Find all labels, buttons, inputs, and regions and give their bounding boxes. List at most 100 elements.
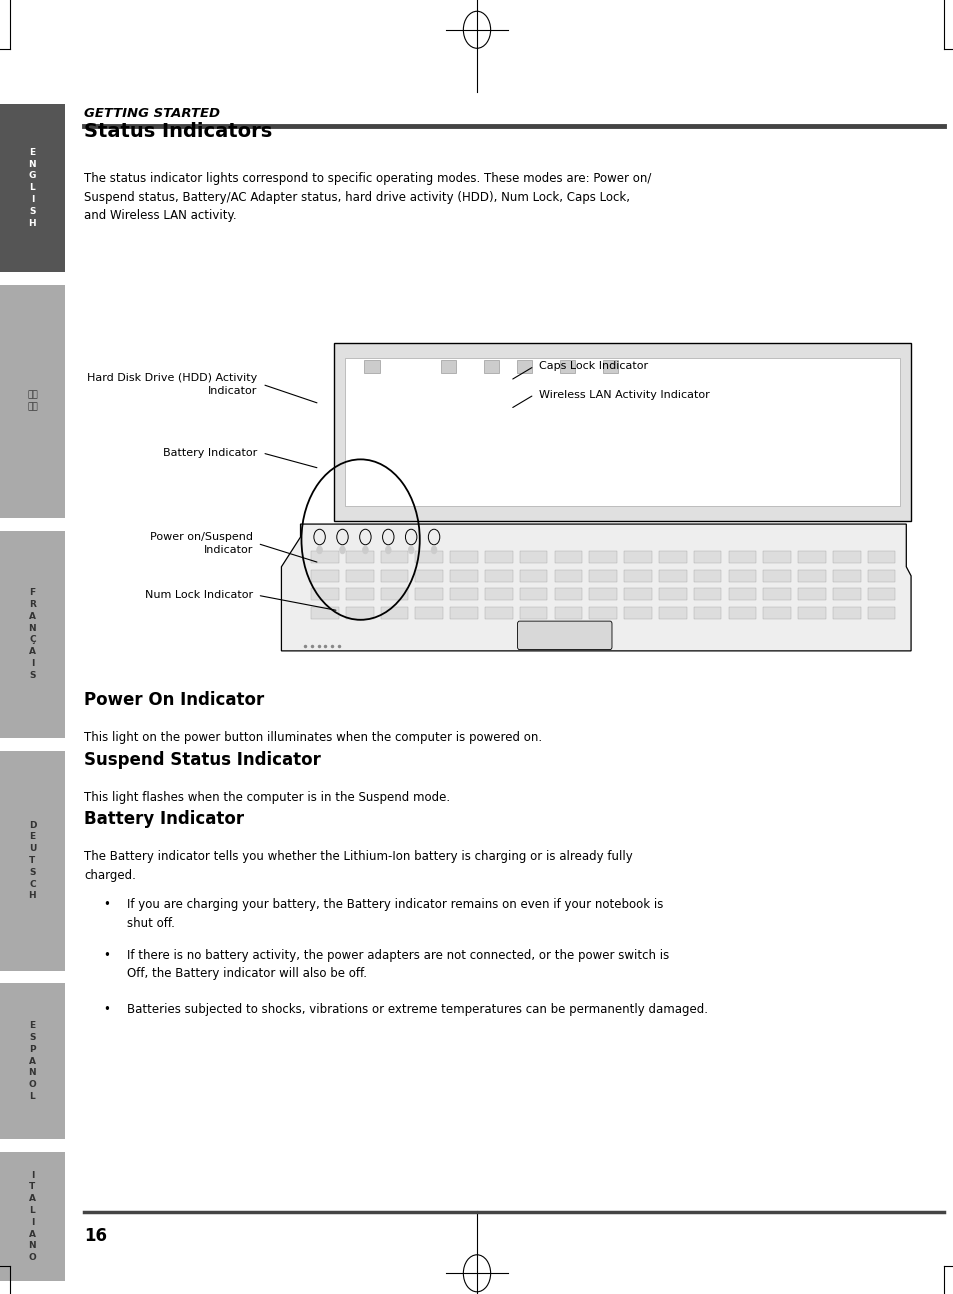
FancyBboxPatch shape	[589, 551, 617, 563]
Text: 16: 16	[84, 1227, 107, 1245]
Circle shape	[339, 546, 345, 554]
Text: The Battery indicator tells you whether the Lithium-Ion battery is charging or i: The Battery indicator tells you whether …	[84, 850, 632, 881]
FancyBboxPatch shape	[867, 569, 895, 582]
Circle shape	[316, 546, 322, 554]
FancyBboxPatch shape	[484, 569, 512, 582]
FancyBboxPatch shape	[554, 551, 581, 563]
FancyBboxPatch shape	[450, 551, 477, 563]
FancyBboxPatch shape	[554, 589, 581, 600]
FancyBboxPatch shape	[728, 551, 756, 563]
Text: 繁體
中文: 繁體 中文	[27, 391, 38, 411]
FancyBboxPatch shape	[659, 551, 686, 563]
FancyBboxPatch shape	[0, 285, 65, 518]
FancyBboxPatch shape	[623, 569, 651, 582]
FancyBboxPatch shape	[415, 551, 442, 563]
FancyBboxPatch shape	[450, 569, 477, 582]
FancyBboxPatch shape	[450, 607, 477, 619]
Circle shape	[362, 546, 368, 554]
FancyBboxPatch shape	[659, 569, 686, 582]
Text: This light flashes when the computer is in the Suspend mode.: This light flashes when the computer is …	[84, 791, 450, 804]
FancyBboxPatch shape	[484, 607, 512, 619]
FancyBboxPatch shape	[762, 551, 790, 563]
FancyBboxPatch shape	[798, 589, 825, 600]
FancyBboxPatch shape	[440, 360, 456, 373]
Text: Num Lock Indicator: Num Lock Indicator	[145, 590, 253, 600]
Text: I
T
A
L
I
A
N
O: I T A L I A N O	[29, 1171, 36, 1262]
FancyBboxPatch shape	[559, 360, 575, 373]
Text: •: •	[103, 898, 110, 911]
FancyBboxPatch shape	[517, 621, 611, 650]
FancyBboxPatch shape	[0, 104, 65, 272]
FancyBboxPatch shape	[0, 1152, 65, 1281]
Text: E
N
G
L
I
S
H: E N G L I S H	[29, 148, 36, 228]
Text: D
E
U
T
S
C
H: D E U T S C H	[29, 820, 36, 901]
FancyBboxPatch shape	[311, 607, 338, 619]
Circle shape	[408, 546, 414, 554]
FancyBboxPatch shape	[798, 607, 825, 619]
Text: Batteries subjected to shocks, vibrations or extreme temperatures can be permane: Batteries subjected to shocks, vibration…	[127, 1003, 707, 1016]
Text: Battery Indicator: Battery Indicator	[84, 810, 244, 828]
FancyBboxPatch shape	[623, 551, 651, 563]
FancyBboxPatch shape	[345, 569, 374, 582]
Text: If you are charging your battery, the Battery indicator remains on even if your : If you are charging your battery, the Ba…	[127, 898, 662, 929]
FancyBboxPatch shape	[659, 607, 686, 619]
FancyBboxPatch shape	[798, 569, 825, 582]
FancyBboxPatch shape	[345, 589, 374, 600]
Text: Wireless LAN Activity Indicator: Wireless LAN Activity Indicator	[538, 389, 709, 400]
FancyBboxPatch shape	[484, 589, 512, 600]
FancyBboxPatch shape	[762, 589, 790, 600]
FancyBboxPatch shape	[380, 589, 408, 600]
FancyBboxPatch shape	[554, 607, 581, 619]
Text: •: •	[103, 949, 110, 961]
FancyBboxPatch shape	[517, 360, 532, 373]
FancyBboxPatch shape	[623, 589, 651, 600]
FancyBboxPatch shape	[832, 589, 860, 600]
FancyBboxPatch shape	[450, 589, 477, 600]
Circle shape	[431, 546, 436, 554]
Text: E
S
P
A
N
O
L: E S P A N O L	[29, 1021, 36, 1101]
FancyBboxPatch shape	[380, 607, 408, 619]
FancyBboxPatch shape	[623, 607, 651, 619]
FancyBboxPatch shape	[0, 751, 65, 970]
FancyBboxPatch shape	[380, 551, 408, 563]
FancyBboxPatch shape	[311, 551, 338, 563]
Text: Hard Disk Drive (HDD) Activity
Indicator: Hard Disk Drive (HDD) Activity Indicator	[88, 373, 257, 396]
Text: Power on/Suspend
Indicator: Power on/Suspend Indicator	[150, 532, 253, 555]
Text: Caps Lock Indicator: Caps Lock Indicator	[538, 361, 647, 371]
FancyBboxPatch shape	[519, 551, 547, 563]
FancyBboxPatch shape	[728, 589, 756, 600]
Text: Power On Indicator: Power On Indicator	[84, 691, 264, 709]
FancyBboxPatch shape	[693, 589, 720, 600]
FancyBboxPatch shape	[693, 551, 720, 563]
FancyBboxPatch shape	[334, 343, 910, 521]
FancyBboxPatch shape	[832, 551, 860, 563]
FancyBboxPatch shape	[311, 569, 338, 582]
Text: GETTING STARTED: GETTING STARTED	[84, 107, 220, 120]
FancyBboxPatch shape	[867, 589, 895, 600]
FancyBboxPatch shape	[380, 569, 408, 582]
FancyBboxPatch shape	[693, 569, 720, 582]
Text: Status Indicators: Status Indicators	[84, 122, 272, 141]
FancyBboxPatch shape	[728, 607, 756, 619]
Text: F
R
A
N
Ç
A
I
S: F R A N Ç A I S	[29, 589, 36, 679]
Text: The status indicator lights correspond to specific operating modes. These modes : The status indicator lights correspond t…	[84, 172, 651, 223]
FancyBboxPatch shape	[728, 569, 756, 582]
FancyBboxPatch shape	[0, 531, 65, 738]
FancyBboxPatch shape	[519, 569, 547, 582]
FancyBboxPatch shape	[589, 607, 617, 619]
FancyBboxPatch shape	[483, 360, 498, 373]
FancyBboxPatch shape	[832, 569, 860, 582]
Text: •: •	[103, 1003, 110, 1016]
FancyBboxPatch shape	[589, 569, 617, 582]
FancyBboxPatch shape	[345, 551, 374, 563]
Text: Suspend Status Indicator: Suspend Status Indicator	[84, 751, 320, 769]
Polygon shape	[281, 524, 910, 651]
FancyBboxPatch shape	[762, 607, 790, 619]
FancyBboxPatch shape	[345, 358, 899, 506]
Text: If there is no battery activity, the power adapters are not connected, or the po: If there is no battery activity, the pow…	[127, 949, 668, 980]
FancyBboxPatch shape	[0, 983, 65, 1139]
FancyBboxPatch shape	[415, 607, 442, 619]
FancyBboxPatch shape	[867, 607, 895, 619]
FancyBboxPatch shape	[415, 569, 442, 582]
FancyBboxPatch shape	[519, 589, 547, 600]
